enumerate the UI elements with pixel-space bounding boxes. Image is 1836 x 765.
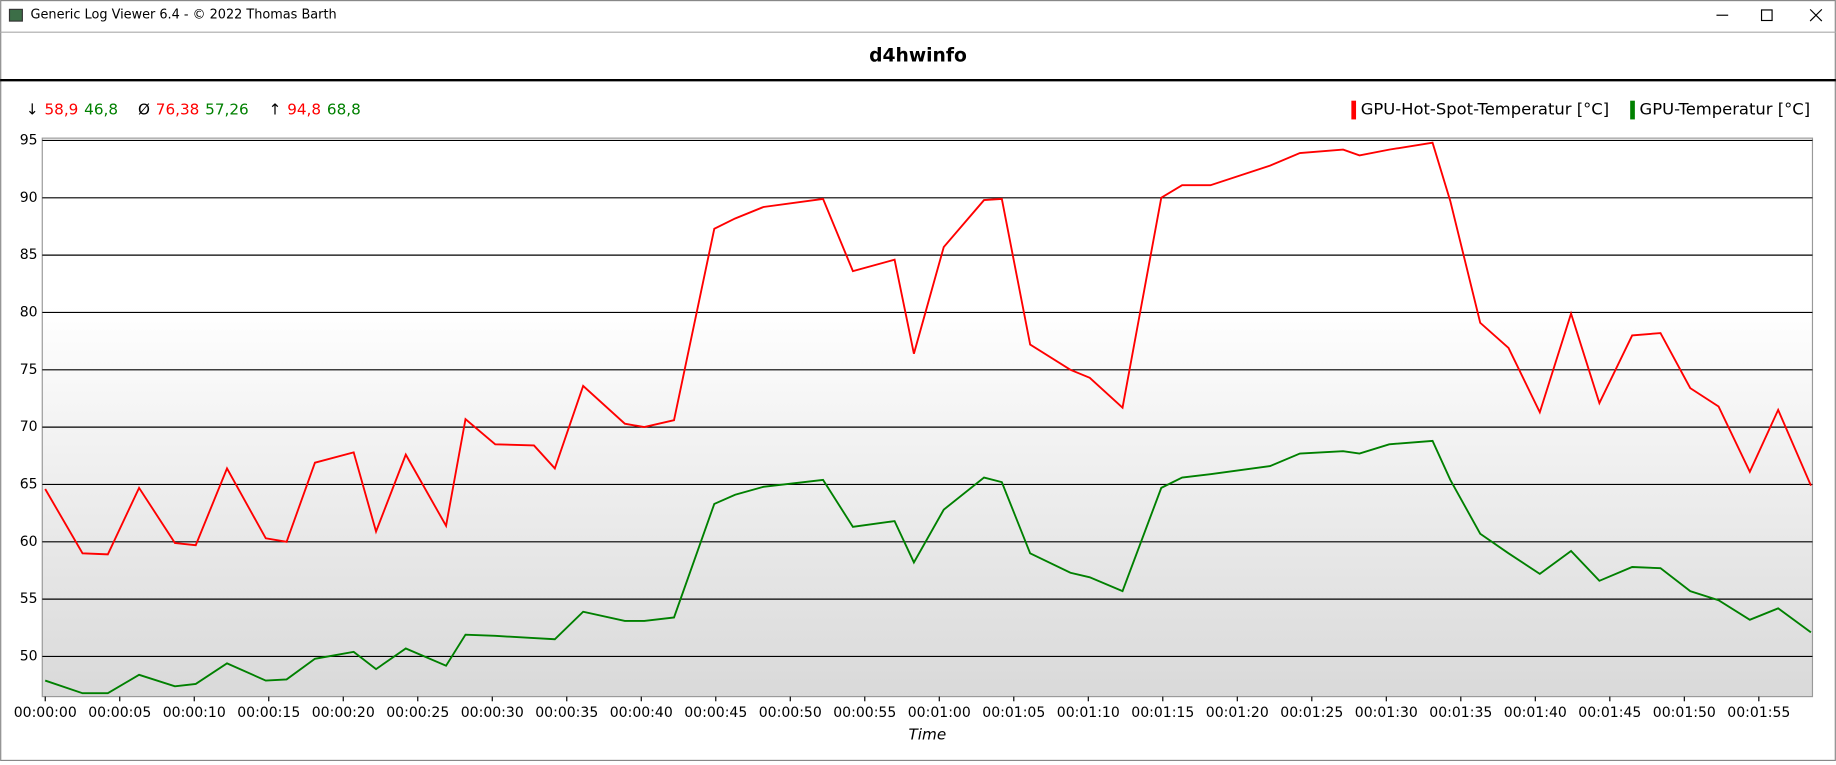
- grid: [42, 139, 1813, 658]
- y-tick-label: 65: [20, 476, 38, 492]
- y-tick-label: 85: [20, 247, 38, 263]
- x-tick-label: 00:00:55: [833, 705, 896, 721]
- y-tick-label: 50: [20, 648, 38, 664]
- series-line: [44, 141, 1812, 556]
- stats: ↓ 58,9 46,8 Ø 76,38 57,26 ↑ 94,8 68,8: [26, 101, 361, 119]
- x-tick-label: 00:00:30: [461, 705, 524, 721]
- x-tick-label: 00:01:40: [1504, 705, 1567, 721]
- x-tick-label: 00:00:15: [237, 705, 300, 721]
- x-tick-label: 00:01:45: [1578, 705, 1641, 721]
- maximize-button[interactable]: [1760, 9, 1773, 22]
- series-lines: [44, 141, 1812, 695]
- stat-value: 57,26: [205, 101, 249, 119]
- x-tick-label: 00:00:40: [610, 705, 673, 721]
- x-axis-label: Time: [909, 726, 947, 744]
- x-tick-label: 00:00:25: [386, 705, 449, 721]
- close-button[interactable]: [1809, 8, 1823, 22]
- x-tick-label: 00:01:55: [1727, 705, 1790, 721]
- x-tick-label: 00:00:20: [312, 705, 375, 721]
- axes: 50 55 60 65 70 75 80 85 90 95 00:00:00 00:00:05 00:0…: [14, 132, 1791, 743]
- x-tick-label: 00:01:50: [1653, 705, 1716, 721]
- x-tick-label: 00:01:15: [1131, 705, 1194, 721]
- stat-symbol: ↓: [26, 101, 39, 119]
- x-tick-label: 00:01:05: [982, 705, 1045, 721]
- stat-value: 58,9: [44, 101, 78, 119]
- legend: GPU-Temperatur [°C] GPU-Hot-Spot-Temperat…: [1351, 100, 1810, 120]
- y-tick-label: 60: [20, 534, 38, 550]
- x-tick-label: 00:01:30: [1355, 705, 1418, 721]
- y-tick-label: 90: [20, 190, 38, 206]
- x-tick-label: 00:00:05: [88, 705, 151, 721]
- x-tick-label: 00:01:25: [1280, 705, 1343, 721]
- legend-swatch: [1351, 100, 1357, 120]
- legend-label: GPU-Temperatur [°C]: [1640, 100, 1811, 119]
- y-tick-label: 80: [20, 304, 38, 320]
- plot-area: [41, 137, 1814, 698]
- window-title: Generic Log Viewer 6.4 - © 2022 Thomas B…: [31, 8, 337, 23]
- series-line: [44, 439, 1812, 695]
- stat-symbol: ↑: [269, 101, 282, 119]
- x-tick-label: 00:00:45: [684, 705, 747, 721]
- stat-symbol: Ø: [138, 101, 150, 119]
- x-tick-label: 00:00:00: [14, 705, 77, 721]
- x-tick-label: 00:00:50: [759, 705, 822, 721]
- y-tick-label: 70: [20, 419, 38, 435]
- stat-value: 46,8: [84, 101, 118, 119]
- x-tick-label: 00:01:20: [1206, 705, 1269, 721]
- x-tick-label: 00:00:35: [535, 705, 598, 721]
- y-tick-label: 55: [20, 591, 38, 607]
- legend-label: GPU-Hot-Spot-Temperatur [°C]: [1361, 100, 1609, 119]
- x-tick-label: 00:01:35: [1429, 705, 1492, 721]
- stat-value: 94,8: [287, 101, 321, 119]
- x-tick-label: 00:01:10: [1057, 705, 1120, 721]
- legend-swatch: [1630, 100, 1635, 120]
- app-icon: [8, 8, 23, 22]
- y-tick-label: 95: [20, 132, 38, 148]
- chart-title: d4hwinfo: [869, 46, 967, 67]
- stat-value: 68,8: [327, 101, 361, 119]
- stat-value: 76,38: [156, 101, 200, 119]
- x-tick-label: 00:01:00: [908, 705, 971, 721]
- x-tick-label: 00:00:10: [163, 705, 226, 721]
- y-tick-label: 75: [20, 362, 38, 378]
